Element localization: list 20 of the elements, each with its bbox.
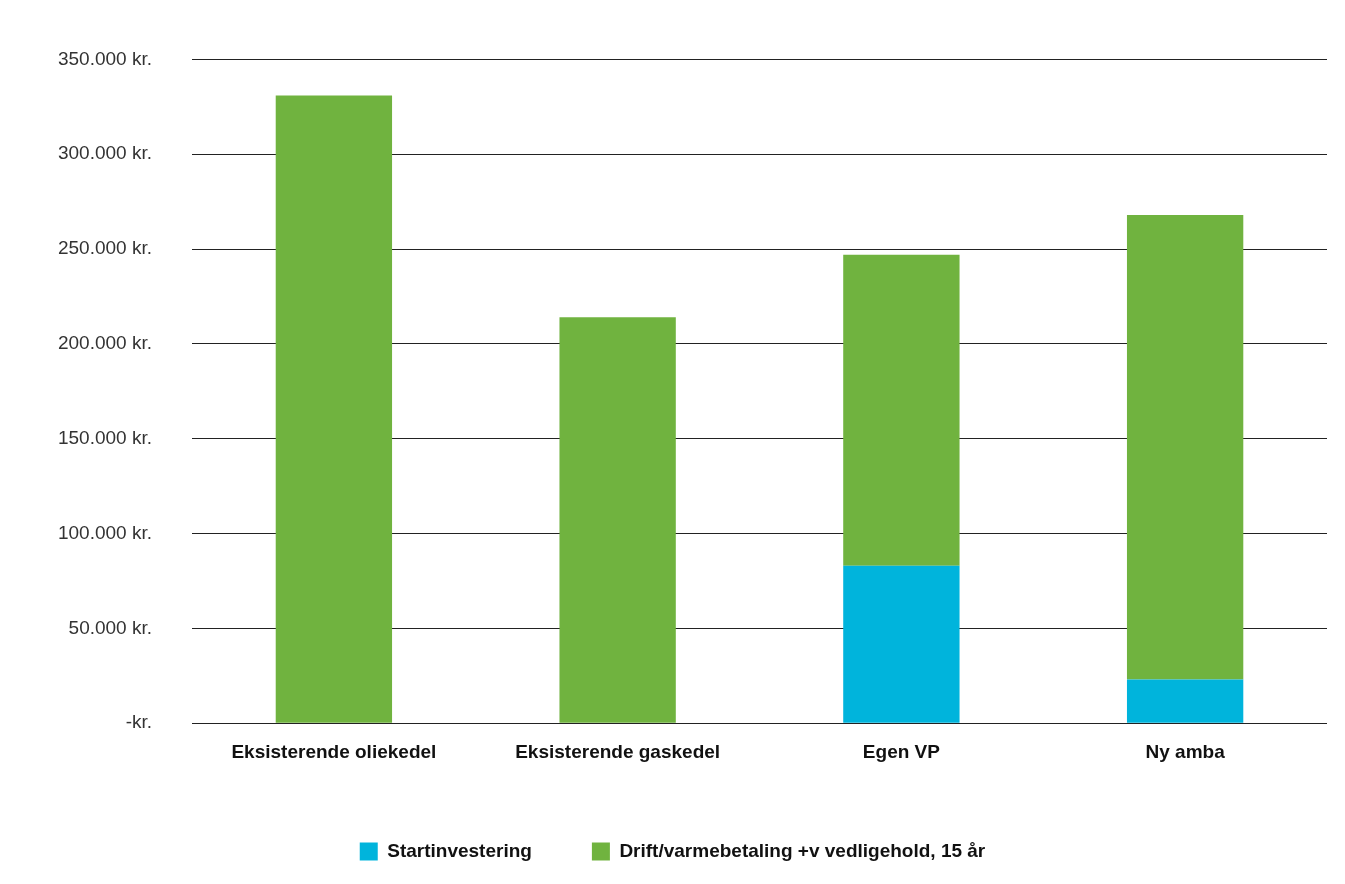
x-tick-label: Eksisterende oliekedel: [231, 740, 437, 762]
x-tick-label: Egen VP: [862, 740, 941, 762]
y-tick-label: 250.000 kr.: [57, 237, 153, 259]
x-tick-label: Ny amba: [1145, 740, 1226, 762]
y-tick-label: -kr.: [125, 711, 153, 733]
y-tick-label: 200.000 kr.: [57, 332, 153, 354]
bar: [1126, 214, 1244, 680]
bar: [843, 254, 960, 566]
bar: [559, 317, 676, 723]
legend-label: Startinvestering: [387, 839, 532, 861]
y-tick-label: 100.000 kr.: [57, 521, 153, 543]
y-tick-label: 150.000 kr.: [57, 426, 153, 448]
x-tick-label: Eksisterende gaskedel: [515, 740, 721, 762]
y-tick-label: 50.000 kr.: [68, 616, 153, 638]
legend-label: Drift/varmebetaling +v vedligehold, 15 år: [619, 839, 986, 861]
y-tick-label: 300.000 kr.: [57, 142, 153, 164]
bar: [275, 95, 393, 723]
bar: [1126, 679, 1244, 723]
bar: [843, 565, 960, 723]
y-tick-label: 350.000 kr.: [57, 47, 153, 69]
